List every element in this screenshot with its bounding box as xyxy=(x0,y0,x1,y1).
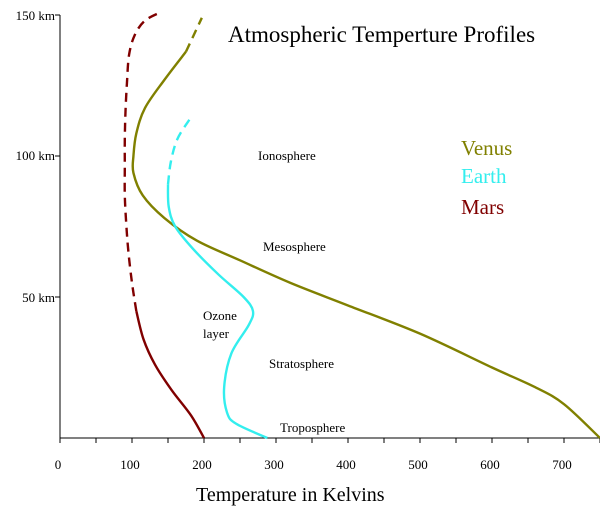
series-venus-dashed-line xyxy=(184,17,203,53)
legend-mars: Mars xyxy=(461,195,505,219)
series-earth-line xyxy=(166,184,268,440)
x-tick-label-500: 500 xyxy=(408,457,428,472)
annotation-troposphere: Troposphere xyxy=(280,420,346,435)
legend-venus: Venus xyxy=(461,136,513,160)
x-tick-label-0: 0 xyxy=(54,457,62,472)
y-tick-label-100: 100 km xyxy=(15,148,55,163)
x-tick-label-400: 400 xyxy=(336,457,356,472)
x-tick-label-300: 300 xyxy=(264,457,284,472)
annotation-mesosphere: Mesosphere xyxy=(263,239,326,254)
x-tick-label-600: 600 xyxy=(480,457,500,472)
annotation-ozone: Ozone xyxy=(203,308,237,323)
series-mars-dashed-line xyxy=(123,11,162,312)
x-tick-label-200: 200 xyxy=(192,457,212,472)
legend-earth: Earth xyxy=(461,164,507,188)
x-axis-label: Temperature in Kelvins xyxy=(196,484,385,506)
annotation-ionosphere: Ionosphere xyxy=(258,148,316,163)
series-mars-line xyxy=(135,310,206,439)
annotation-layer: layer xyxy=(203,326,229,341)
x-tick-label-100: 100 xyxy=(120,457,140,472)
series-venus-line xyxy=(131,50,600,439)
x-tick-label-700: 700 xyxy=(552,457,572,472)
y-tick-label-150: 150 km xyxy=(15,8,55,23)
series-earth-dashed-line xyxy=(166,118,191,185)
chart-title: Atmospheric Temperture Profiles xyxy=(228,22,536,47)
y-tick-label-50: 50 km xyxy=(22,290,55,305)
annotation-stratosphere: Stratosphere xyxy=(269,356,334,371)
